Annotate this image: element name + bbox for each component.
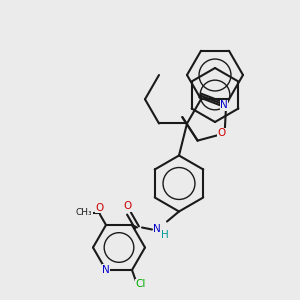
Text: N: N <box>153 224 161 235</box>
Text: CH₃: CH₃ <box>76 208 92 217</box>
Text: N: N <box>220 100 228 110</box>
Text: O: O <box>124 202 132 212</box>
Text: N: N <box>102 265 110 275</box>
Text: O: O <box>96 202 104 213</box>
Text: Cl: Cl <box>136 279 146 289</box>
Text: H: H <box>161 230 169 241</box>
Text: O: O <box>218 128 226 138</box>
